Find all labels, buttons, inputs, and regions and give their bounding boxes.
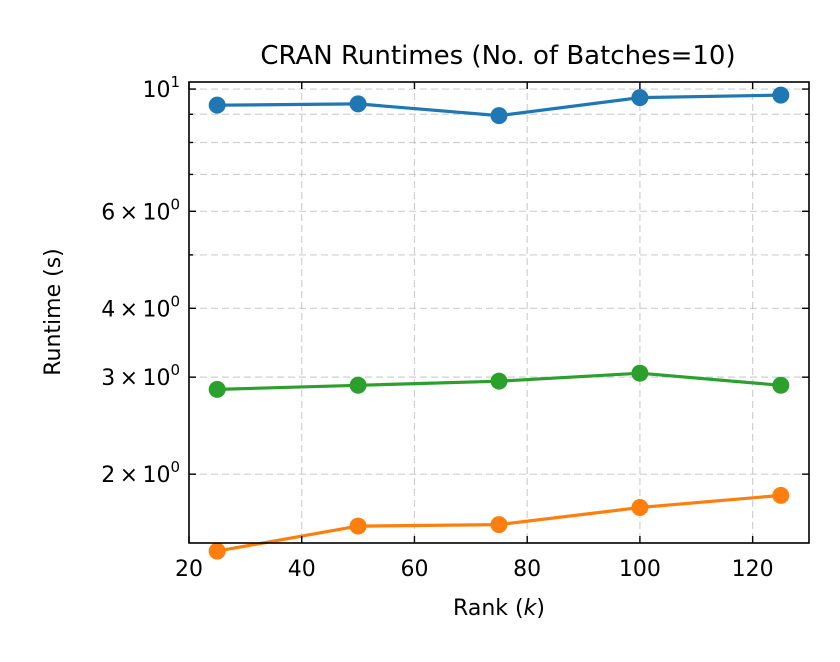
x-tick-label: 120 xyxy=(732,557,774,582)
x-tick-label: 60 xyxy=(400,557,428,582)
data-point xyxy=(208,542,226,560)
x-axis-label: Rank (k) xyxy=(453,596,545,621)
y-tick-label: 101 xyxy=(142,73,180,103)
y-tick-label: 3 × 100 xyxy=(101,361,180,391)
x-tick-label: 20 xyxy=(175,557,203,582)
x-tick-label: 40 xyxy=(288,557,316,582)
data-point xyxy=(490,372,508,390)
data-point xyxy=(772,86,790,104)
y-tick-label: 6 × 100 xyxy=(101,195,180,225)
chart-title: CRAN Runtimes (No. of Batches=10) xyxy=(260,41,735,71)
data-point xyxy=(349,517,367,535)
data-point xyxy=(208,380,226,398)
data-point xyxy=(772,376,790,394)
x-tick-label: 80 xyxy=(513,557,541,582)
y-tick-label: 4 × 100 xyxy=(101,292,180,322)
data-point xyxy=(631,498,649,516)
data-point xyxy=(631,364,649,382)
data-point xyxy=(772,486,790,504)
data-point xyxy=(208,96,226,114)
data-point xyxy=(349,376,367,394)
data-point xyxy=(490,107,508,125)
data-point xyxy=(631,89,649,107)
grid-lines xyxy=(188,82,809,543)
series-layer xyxy=(208,86,790,560)
axis-ticks: 20 40 60 80 100 120 101 6 × 100 4 × 100 3 × 100 2 … xyxy=(101,73,809,582)
y-axis-label: Runtime (s) xyxy=(41,248,66,376)
data-point xyxy=(490,516,508,534)
plot-frame xyxy=(188,81,810,544)
y-tick-label: 2 × 100 xyxy=(101,458,180,488)
x-tick-label: 100 xyxy=(619,557,661,582)
data-point xyxy=(349,95,367,113)
